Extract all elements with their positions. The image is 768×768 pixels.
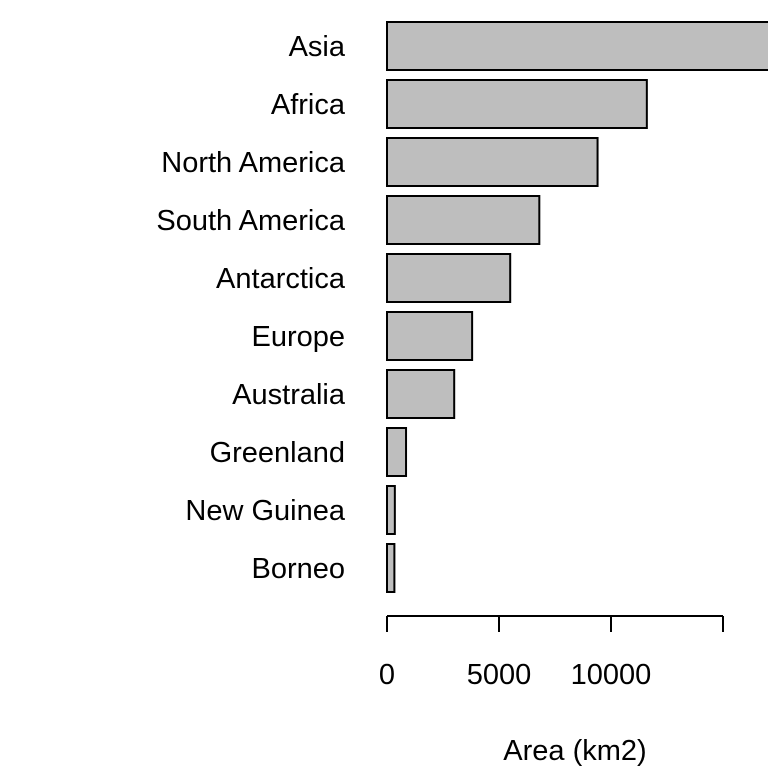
category-label-africa: Africa xyxy=(271,89,346,121)
bar-australia xyxy=(386,369,456,419)
bar-north-america xyxy=(386,137,599,187)
category-label-asia: Asia xyxy=(289,31,346,63)
bar-antarctica xyxy=(386,253,512,303)
bar-europe xyxy=(386,311,474,361)
category-label-australia: Australia xyxy=(232,379,346,411)
bar-africa xyxy=(386,79,648,129)
category-label-greenland: Greenland xyxy=(210,437,345,469)
category-label-borneo: Borneo xyxy=(251,553,345,585)
category-labels-group: Asia Africa North America South America Anta… xyxy=(156,31,345,585)
x-axis-title: Area (km2) xyxy=(503,735,646,767)
category-label-north-america: North America xyxy=(161,147,346,179)
bars-group xyxy=(386,21,768,593)
bar-asia xyxy=(386,21,768,71)
category-label-new-guinea: New Guinea xyxy=(185,495,345,527)
category-label-antarctica: Antarctica xyxy=(216,263,346,295)
bar-borneo xyxy=(386,543,396,593)
x-tick-label-10000: 10000 xyxy=(571,659,652,691)
bar-new-guinea xyxy=(386,485,396,535)
category-label-europe: Europe xyxy=(251,321,345,353)
bar-greenland xyxy=(386,427,408,477)
x-tick-label-0: 0 xyxy=(379,659,395,691)
x-tick-label-5000: 5000 xyxy=(467,659,532,691)
x-axis: 0 5000 10000 xyxy=(379,615,724,691)
category-label-south-america: South America xyxy=(156,205,345,237)
bar-south-america xyxy=(386,195,541,245)
